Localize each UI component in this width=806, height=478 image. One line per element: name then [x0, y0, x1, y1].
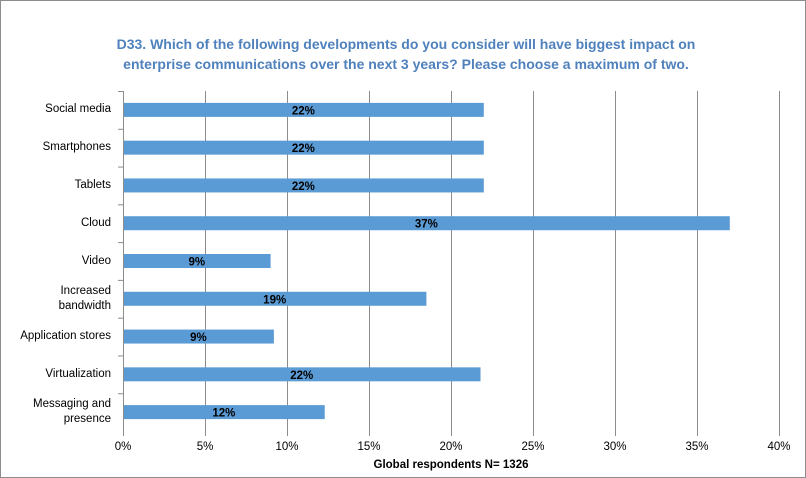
x-tick-label: 10% [275, 441, 298, 453]
x-tick-label: 5% [197, 441, 214, 453]
category-label-line: Smartphones [42, 141, 111, 154]
category-label-line: Messaging and [33, 398, 111, 411]
chart-title-line-1: D33. Which of the following developments… [116, 36, 696, 52]
category-label-line: Video [81, 254, 111, 267]
bar [124, 140, 484, 155]
data-label: 9% [190, 332, 207, 344]
category-label: Video [1, 254, 111, 269]
data-label: 37% [415, 219, 438, 231]
category-label: Messaging and presence [1, 397, 111, 427]
x-tick-label: 40% [767, 441, 790, 453]
data-label: 12% [212, 408, 235, 420]
category-label-line: presence [63, 413, 111, 426]
data-label: 22% [292, 181, 315, 193]
category-label-line: Cloud [80, 216, 111, 229]
bar [124, 405, 325, 420]
category-label: Tablets [1, 178, 111, 193]
bar [124, 291, 427, 306]
bar [124, 216, 730, 231]
x-tick-label: 0% [115, 441, 132, 453]
category-label-line: Virtualization [45, 367, 111, 380]
category-label-line: Application stores [20, 330, 111, 343]
bar [124, 254, 271, 268]
x-tick-label: 25% [521, 441, 544, 453]
bar [124, 178, 484, 193]
data-label: 22% [292, 105, 315, 117]
x-tick-label: 15% [357, 441, 380, 453]
bar [124, 367, 481, 382]
x-tick-label: 20% [439, 441, 462, 453]
bar [124, 329, 274, 344]
data-label: 22% [292, 143, 315, 155]
category-label-line: Tablets [74, 178, 111, 191]
category-label-line: Increased [60, 284, 111, 297]
category-label: Virtualization [1, 367, 111, 382]
data-label: 19% [263, 294, 286, 306]
chart-title-line-2: enterprise communications over the next … [123, 56, 689, 72]
x-tick-label: 30% [603, 441, 626, 453]
category-label: Increased bandwidth [1, 284, 111, 314]
chart-title: D33. Which of the following developments… [61, 34, 751, 74]
bar [124, 102, 484, 117]
category-label: Cloud [1, 216, 111, 231]
data-label: 22% [290, 370, 313, 382]
category-label: Smartphones [1, 140, 111, 155]
x-axis-title: Global respondents N= 1326 [373, 459, 529, 471]
category-label-line: Social media [45, 103, 111, 116]
category-label-line: bandwidth [58, 299, 111, 312]
category-label: Application stores [1, 329, 111, 344]
data-label: 9% [188, 257, 205, 269]
category-label: Social media [1, 102, 111, 117]
x-tick-label: 35% [685, 441, 708, 453]
